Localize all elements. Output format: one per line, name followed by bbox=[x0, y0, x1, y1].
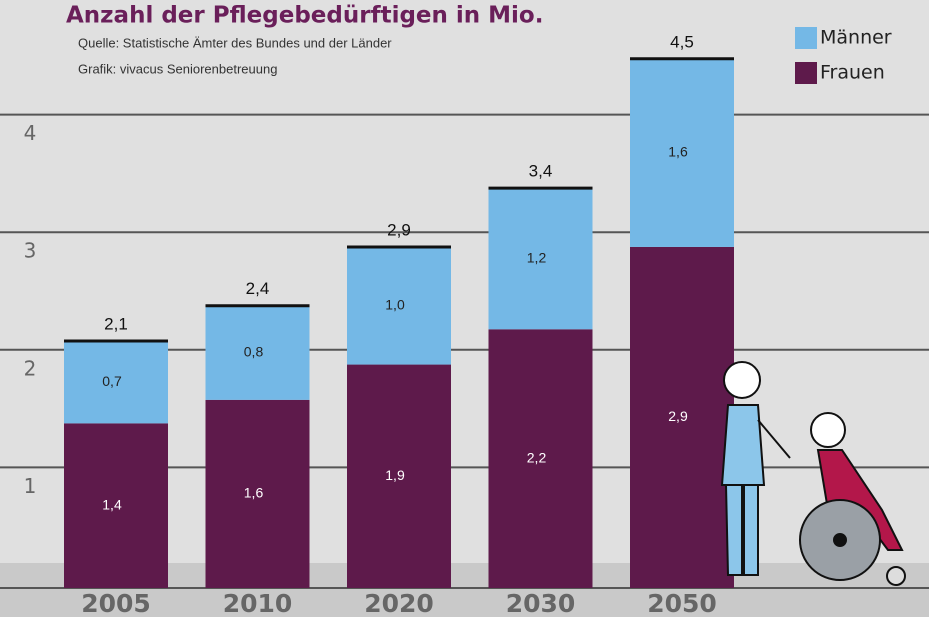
chart: 1 2 3 4 1,4 0,7 2,1 2005 1,6 0,8 2,4 2010 1,9 1,0 2,9… bbox=[0, 0, 929, 617]
x-tick-label: 2030 bbox=[506, 589, 576, 617]
value-label: 2,9 bbox=[668, 408, 688, 424]
total-label: 2,4 bbox=[246, 279, 270, 298]
legend-swatch bbox=[795, 62, 817, 84]
y-tick-label: 4 bbox=[24, 121, 37, 145]
value-label: 1,6 bbox=[244, 485, 264, 501]
value-label: 1,9 bbox=[385, 467, 405, 483]
value-label: 0,8 bbox=[244, 344, 264, 360]
value-label: 1,4 bbox=[102, 496, 122, 512]
value-label: 1,6 bbox=[668, 144, 688, 160]
y-tick-label: 3 bbox=[24, 239, 37, 263]
x-tick-label: 2010 bbox=[223, 589, 293, 617]
x-tick-label: 2020 bbox=[364, 589, 434, 617]
x-tick-label: 2050 bbox=[647, 589, 717, 617]
y-tick-label: 2 bbox=[24, 356, 37, 380]
value-label: 2,2 bbox=[527, 449, 547, 465]
value-label: 1,2 bbox=[527, 249, 547, 265]
subtitle: Grafik: vivacus Seniorenbetreuung bbox=[78, 61, 277, 76]
x-tick-label: 2005 bbox=[81, 589, 151, 617]
total-label: 4,5 bbox=[670, 32, 694, 51]
total-label: 2,1 bbox=[104, 315, 128, 334]
chart-title: Anzahl der Pflegebedürftigen in Mio. bbox=[66, 3, 543, 29]
y-tick-label: 1 bbox=[24, 474, 37, 498]
legend-label: Frauen bbox=[820, 62, 885, 84]
value-label: 0,7 bbox=[102, 373, 122, 389]
legend-label: Männer bbox=[820, 27, 892, 49]
total-label: 3,4 bbox=[529, 162, 553, 181]
legend-swatch bbox=[795, 27, 817, 49]
subtitle: Quelle: Statistische Ämter des Bundes un… bbox=[78, 35, 392, 50]
value-label: 1,0 bbox=[385, 296, 405, 312]
total-label: 2,9 bbox=[387, 220, 411, 239]
